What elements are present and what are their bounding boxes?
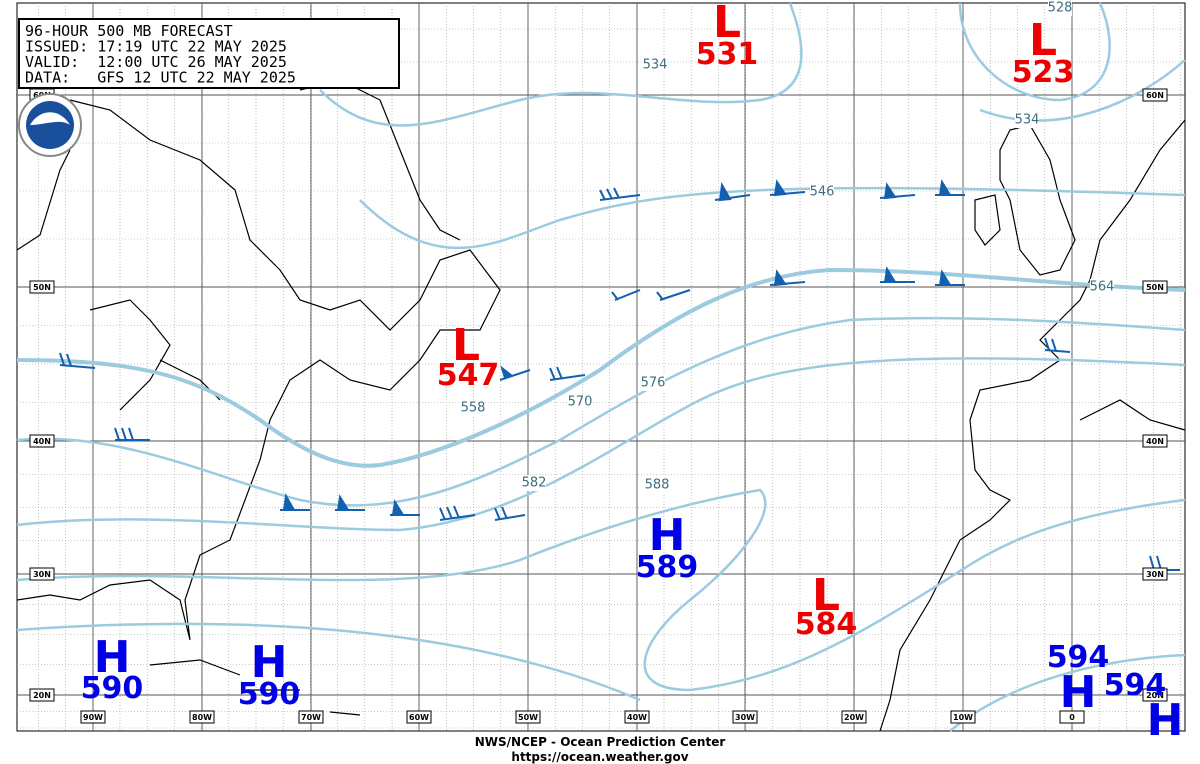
lat-label: 20N	[1146, 691, 1164, 700]
center-value: 523	[1012, 55, 1075, 90]
contour-label-bg	[810, 184, 834, 200]
height-contours	[16, 2, 1186, 732]
noaa-logo	[18, 93, 82, 157]
lon-label-box	[841, 710, 867, 724]
lon-label: 40W	[627, 713, 647, 722]
lat-label-box	[29, 567, 55, 581]
contour-label: 564	[1090, 280, 1115, 295]
center-letter: L	[452, 320, 480, 371]
lon-label-box	[80, 710, 106, 724]
lon-label-box	[732, 710, 758, 724]
header-line: VALID: 12:00 UTC 26 MAY 2025	[25, 53, 287, 71]
lon-label-box	[624, 710, 650, 724]
header-line: 96-HOUR 500 MB FORECAST	[25, 22, 233, 40]
lat-label: 40N	[1146, 437, 1164, 446]
lat-label: 50N	[33, 283, 51, 292]
footer-url: https://ocean.weather.gov	[511, 750, 688, 764]
center-value: 531	[696, 37, 759, 72]
lon-label-box	[189, 710, 215, 724]
center-value: 584	[795, 607, 858, 642]
center-value: 589	[636, 550, 699, 585]
contour-label: 582	[522, 476, 547, 491]
center-letter: H	[94, 632, 131, 683]
lon-label-box	[1059, 710, 1085, 724]
lat-label: 20N	[33, 691, 51, 700]
contour-label: 534	[643, 58, 668, 73]
contour-label-bg	[643, 57, 667, 73]
contour-label-bg	[641, 375, 665, 391]
lon-label-box	[298, 710, 324, 724]
contour-label: 534	[1015, 113, 1040, 128]
lon-label: 10W	[953, 713, 973, 722]
center-letter: L	[713, 0, 741, 48]
contour-label: 570	[568, 395, 593, 410]
contour-label: 588	[645, 478, 670, 493]
lon-label: 50W	[518, 713, 538, 722]
lon-label: 80W	[192, 713, 212, 722]
lon-label: 70W	[301, 713, 321, 722]
lon-label: 20W	[844, 713, 864, 722]
contour-label: 528	[1048, 1, 1073, 16]
center-letter: H	[251, 637, 288, 688]
lon-label: 0	[1069, 713, 1075, 722]
header-line: DATA: GFS 12 UTC 22 MAY 2025	[25, 69, 296, 87]
lat-label-box	[29, 688, 55, 702]
contour-label-bg	[568, 394, 592, 410]
center-value: 590	[81, 671, 144, 706]
lat-label: 60N	[1146, 91, 1164, 100]
header-line: ISSUED: 17:19 UTC 22 MAY 2025	[25, 38, 287, 56]
center-value: 594	[1047, 640, 1110, 675]
center-value: 590	[238, 677, 301, 712]
contour-label-bg	[522, 475, 546, 491]
footer-agency: NWS/NCEP - Ocean Prediction Center	[475, 735, 726, 749]
center-letter: H	[1060, 667, 1097, 718]
contour-label-bg	[1090, 279, 1114, 295]
lon-label-box	[515, 710, 541, 724]
contour-label-bg	[461, 400, 485, 416]
lat-label-box	[1142, 88, 1168, 102]
center-letter: L	[1029, 15, 1057, 66]
contour-label-bg	[1015, 112, 1039, 128]
lon-label: 90W	[83, 713, 103, 722]
lat-label: 30N	[1146, 570, 1164, 579]
contour-label-bg	[645, 477, 669, 493]
lat-label: 30N	[33, 570, 51, 579]
lat-label-box	[1142, 280, 1168, 294]
lat-label-box	[29, 280, 55, 294]
lat-label-box	[29, 434, 55, 448]
lat-label: 50N	[1146, 283, 1164, 292]
center-letter: H	[649, 510, 686, 561]
lon-label: 30W	[735, 713, 755, 722]
center-value: 547	[437, 358, 500, 393]
lat-label-box	[1142, 688, 1168, 702]
center-letter: H	[1147, 695, 1184, 746]
lon-label: 60W	[409, 713, 429, 722]
contour-label: 546	[810, 185, 835, 200]
contour-label: 576	[641, 376, 666, 391]
header-box	[18, 18, 400, 89]
lat-label: 40N	[33, 437, 51, 446]
lon-label-box	[950, 710, 976, 724]
lat-label-box	[1142, 567, 1168, 581]
center-value: 594	[1104, 668, 1167, 703]
lon-label-box	[406, 710, 432, 724]
grid	[17, 3, 1185, 731]
center-letter: L	[812, 570, 840, 621]
contour-label: 558	[461, 401, 486, 416]
contour-label-bg	[1048, 0, 1072, 16]
lat-label-box	[1142, 434, 1168, 448]
